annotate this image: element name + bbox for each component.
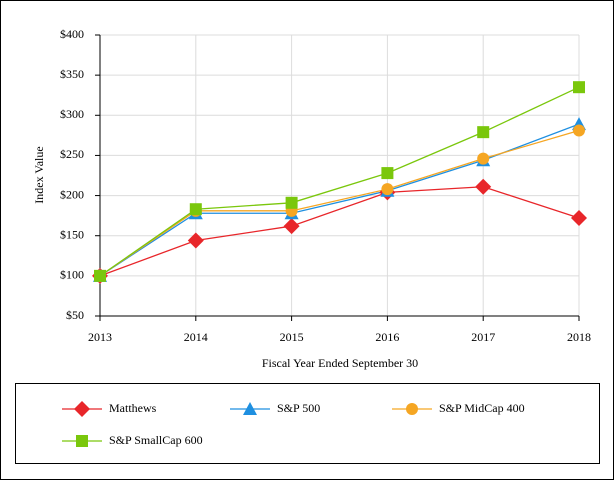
legend-label: S&P SmallCap 600 [109,433,203,447]
y-axis-title: Index Value [32,146,46,203]
legend-label: S&P MidCap 400 [439,401,525,415]
data-point [285,196,298,209]
y-tick-label: $350 [60,67,84,81]
x-tick-label: 2015 [280,330,304,344]
series-line [99,86,580,277]
data-point [475,178,492,195]
legend-marker [243,402,257,415]
series-line [99,186,580,277]
legend-label: S&P 500 [277,401,320,415]
data-point [94,269,106,282]
series-line [99,129,580,277]
y-tick-label: $150 [60,227,84,241]
legend-marker [76,435,88,447]
x-tick-label: 2016 [375,330,399,344]
data-point [477,126,490,139]
data-point [573,81,585,94]
y-tick-label: $50 [66,308,84,322]
data-point [189,203,202,216]
data-point [283,218,300,235]
x-tick-label: 2017 [471,330,495,344]
data-point [381,167,394,180]
y-tick-label: $400 [60,27,84,41]
legend-marker [74,401,90,417]
legend-marker [406,403,418,415]
data-point [187,232,204,249]
y-tick-label: $100 [60,268,84,282]
x-tick-label: 2014 [184,330,208,344]
x-axis-title: Fiscal Year Ended September 30 [262,356,418,370]
x-tick-label: 2013 [88,330,112,344]
y-tick-label: $200 [60,187,84,201]
x-tick-label: 2018 [567,330,591,344]
legend-box [15,383,600,464]
data-point [571,210,587,227]
legend-label: Matthews [109,401,157,415]
data-point [573,124,585,137]
data-point [477,152,490,165]
y-tick-label: $250 [60,147,84,161]
data-point [381,183,394,196]
y-tick-label: $300 [60,107,84,121]
